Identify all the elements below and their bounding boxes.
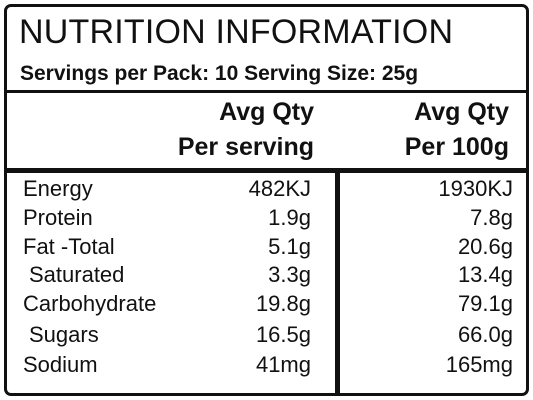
row-name: Sugars bbox=[29, 322, 99, 347]
row-per-serving: 19.8g bbox=[255, 291, 311, 316]
row-name: Energy bbox=[23, 176, 93, 201]
row-per-serving: 1.9g bbox=[268, 205, 311, 230]
row-name: Protein bbox=[23, 205, 93, 230]
row-per-100g: 165mg bbox=[445, 352, 513, 377]
nutrition-panel: NUTRITION INFORMATION Servings per Pack:… bbox=[4, 4, 529, 396]
row-per-100g: 1930KJ bbox=[438, 176, 513, 201]
row-per-serving: 5.1g bbox=[268, 234, 311, 259]
table-row-sugars: Sugars 16.5g 66.0g bbox=[7, 322, 526, 351]
table-row-fat-total: Fat -Total 5.1g 20.6g bbox=[7, 234, 526, 263]
panel-title: NUTRITION INFORMATION bbox=[19, 13, 454, 51]
table-row-protein: Protein 1.9g 7.8g bbox=[7, 205, 526, 234]
divider-middle bbox=[7, 168, 526, 173]
row-per-100g: 7.8g bbox=[470, 205, 513, 230]
row-name: Saturated bbox=[29, 262, 125, 287]
row-name: Sodium bbox=[23, 352, 98, 377]
row-per-100g: 20.6g bbox=[457, 234, 513, 259]
header-per-100g-line2: Per 100g bbox=[404, 133, 509, 161]
header-per-100g-line1: Avg Qty bbox=[414, 98, 509, 126]
header-per-serving-line2: Per serving bbox=[177, 133, 314, 161]
row-per-serving: 482KJ bbox=[248, 176, 311, 201]
row-name: Carbohydrate bbox=[23, 291, 157, 316]
header-per-serving-line1: Avg Qty bbox=[219, 98, 314, 126]
row-per-serving: 41mg bbox=[255, 352, 311, 377]
table-row-sodium: Sodium 41mg 165mg bbox=[7, 352, 526, 381]
divider-top bbox=[7, 90, 526, 93]
servings-line: Servings per Pack: 10 Serving Size: 25g bbox=[20, 62, 419, 85]
table-row-carbohydrate: Carbohydrate 19.8g 79.1g bbox=[7, 291, 526, 320]
row-per-100g: 13.4g bbox=[457, 262, 513, 287]
table-row-energy: Energy 482KJ 1930KJ bbox=[7, 176, 526, 205]
row-per-100g: 79.1g bbox=[457, 291, 513, 316]
divider-column bbox=[335, 171, 340, 393]
row-per-serving: 16.5g bbox=[255, 322, 311, 347]
row-per-100g: 66.0g bbox=[457, 322, 513, 347]
table-row-saturated: Saturated 3.3g 13.4g bbox=[7, 262, 526, 291]
row-per-serving: 3.3g bbox=[268, 262, 311, 287]
row-name: Fat -Total bbox=[23, 234, 115, 259]
